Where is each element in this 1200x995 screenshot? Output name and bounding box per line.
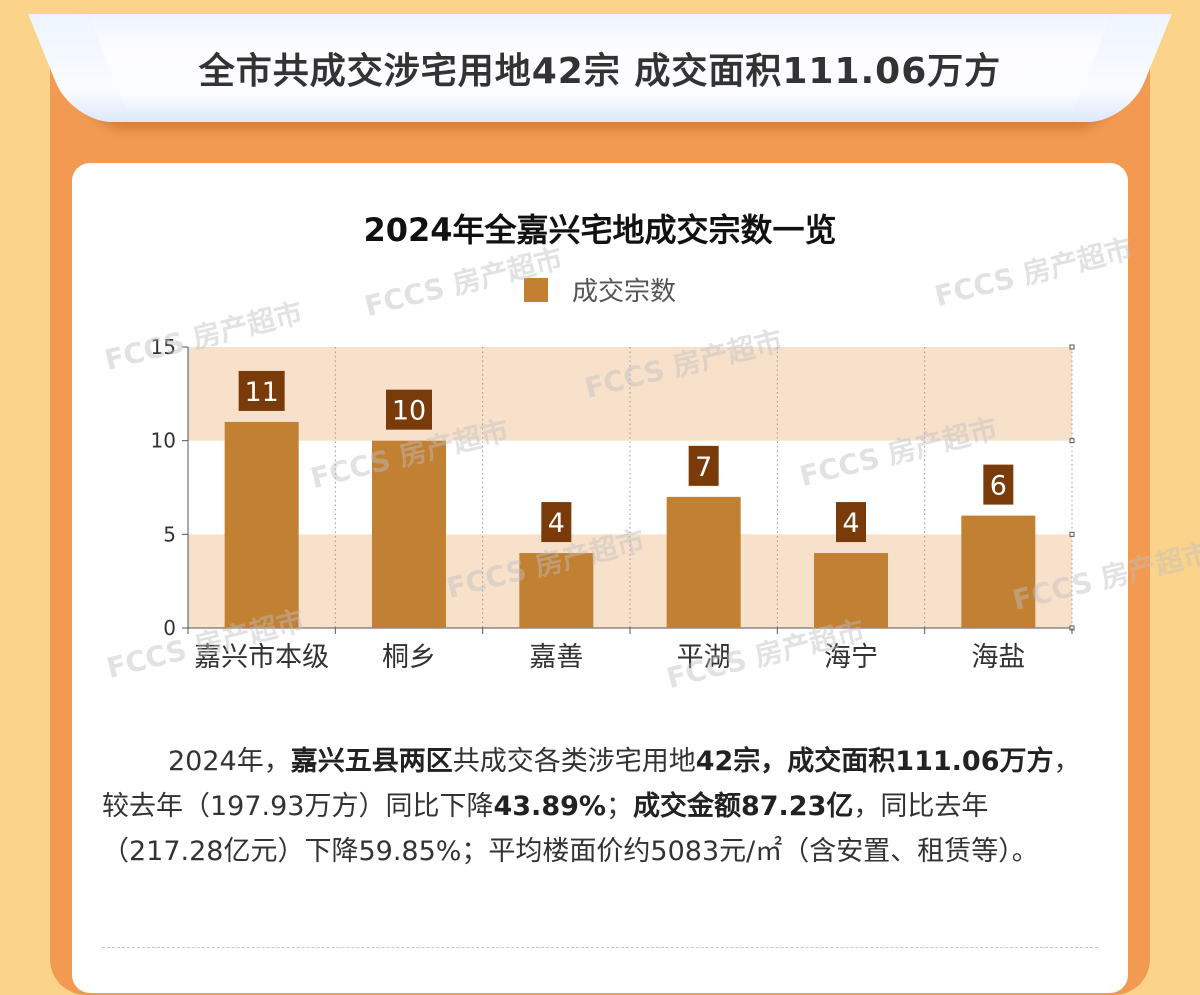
summary-bold: 43.89% [493, 791, 606, 822]
x-tick-label: 嘉兴市本级 [194, 642, 329, 673]
y-tick-label: 10 [151, 429, 176, 453]
x-tick-label: 海宁 [824, 642, 878, 673]
y-tick-label: 15 [151, 335, 176, 359]
chart-title: 2024年全嘉兴宅地成交宗数一览 [363, 211, 837, 249]
bar [814, 553, 888, 628]
data-label: 10 [392, 396, 426, 427]
data-label: 7 [695, 452, 712, 483]
data-label-box [688, 445, 719, 486]
y-tick-label: 5 [163, 522, 176, 546]
data-label: 6 [990, 471, 1007, 502]
bar [224, 421, 299, 628]
x-tick-label: 桐乡 [382, 642, 436, 673]
summary-text: ； [605, 791, 633, 822]
data-label-box [238, 370, 285, 411]
summary-bold: 42宗，成交面积111.06万方 [695, 746, 1054, 777]
divider [102, 947, 1098, 948]
data-label-box [541, 502, 572, 543]
summary-bold: 嘉兴五县两区 [290, 746, 453, 777]
data-label-box [386, 389, 432, 430]
chart-legend: 成交宗数 [72, 271, 1128, 308]
bar [666, 496, 741, 628]
data-label: 11 [244, 377, 278, 408]
banner-title: 全市共成交涉宅用地42宗 成交面积111.06万方 [198, 51, 1002, 92]
summary-text: 2024年， [168, 746, 291, 777]
legend-swatch [523, 277, 548, 302]
summary-text: ，同比去年（217.28亿元）下降59.85%；平均楼面价约5083元/㎡（含安… [102, 791, 1039, 867]
summary-text: ，较去年（197.93万方）同比下降 [102, 746, 1081, 822]
content-card: 2024年全嘉兴宅地成交宗数一览 成交宗数 0 5 10 15 11 嘉兴市本级 10 桐乡 4… [72, 163, 1200, 993]
bar-chart: 0 5 10 15 11 嘉兴市本级 10 桐乡 4 嘉善 7 平湖 4 海宁 6 海盐 [151, 335, 1075, 673]
data-label-box [983, 464, 1014, 505]
summary-text: 共成交各类涉宅用地 [452, 746, 696, 777]
y-tick-marker [1069, 438, 1075, 444]
x-tick-label: 海盐 [971, 642, 1025, 673]
legend-label: 成交宗数 [571, 277, 676, 307]
y-tick-label: 0 [163, 616, 176, 640]
bar [961, 515, 1036, 628]
bar [519, 553, 594, 628]
y-tick-marker [1069, 531, 1075, 537]
data-label-box [836, 502, 866, 543]
bar [372, 440, 446, 628]
summary-bold: 成交金额87.23亿 [632, 791, 854, 822]
y-tick-marker [1069, 344, 1075, 350]
data-label: 4 [842, 508, 859, 539]
data-label: 4 [548, 508, 565, 539]
grid-band [188, 347, 1072, 441]
summary-paragraph: 2024年，嘉兴五县两区共成交各类涉宅用地42宗，成交面积111.06万方，较去… [102, 739, 1102, 874]
header-banner: 全市共成交涉宅用地42宗 成交面积111.06万方 [80, 14, 1120, 122]
x-tick-label: 平湖 [677, 642, 731, 673]
x-tick-label: 嘉善 [529, 642, 583, 673]
